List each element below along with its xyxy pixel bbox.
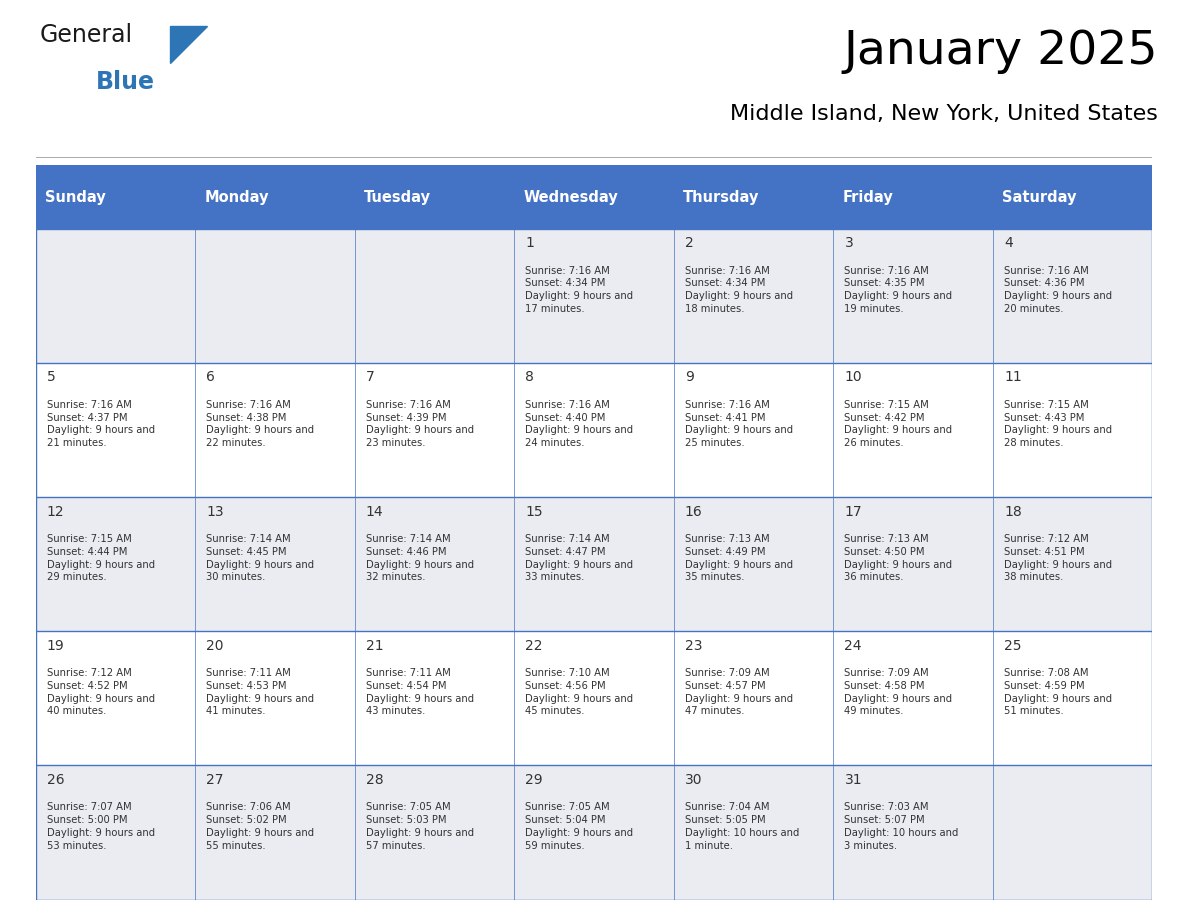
Bar bbox=[36, 632, 1152, 766]
Bar bbox=[514, 165, 674, 229]
Bar bbox=[993, 165, 1152, 229]
Text: Sunrise: 7:16 AM
Sunset: 4:37 PM
Daylight: 9 hours and
21 minutes.: Sunrise: 7:16 AM Sunset: 4:37 PM Dayligh… bbox=[46, 399, 154, 448]
Text: Sunrise: 7:16 AM
Sunset: 4:36 PM
Daylight: 9 hours and
20 minutes.: Sunrise: 7:16 AM Sunset: 4:36 PM Dayligh… bbox=[1004, 265, 1112, 314]
Text: 6: 6 bbox=[207, 370, 215, 385]
Text: 28: 28 bbox=[366, 773, 384, 787]
Text: 16: 16 bbox=[685, 505, 702, 519]
Text: 27: 27 bbox=[207, 773, 223, 787]
Text: Middle Island, New York, United States: Middle Island, New York, United States bbox=[731, 104, 1158, 124]
Text: Sunrise: 7:14 AM
Sunset: 4:45 PM
Daylight: 9 hours and
30 minutes.: Sunrise: 7:14 AM Sunset: 4:45 PM Dayligh… bbox=[207, 534, 315, 582]
Text: Sunrise: 7:13 AM
Sunset: 4:50 PM
Daylight: 9 hours and
36 minutes.: Sunrise: 7:13 AM Sunset: 4:50 PM Dayligh… bbox=[845, 534, 953, 582]
Text: 10: 10 bbox=[845, 370, 862, 385]
Text: 26: 26 bbox=[46, 773, 64, 787]
Text: Wednesday: Wednesday bbox=[524, 189, 619, 205]
Text: 23: 23 bbox=[685, 639, 702, 653]
Text: Sunrise: 7:08 AM
Sunset: 4:59 PM
Daylight: 9 hours and
51 minutes.: Sunrise: 7:08 AM Sunset: 4:59 PM Dayligh… bbox=[1004, 668, 1112, 716]
Text: Sunrise: 7:16 AM
Sunset: 4:39 PM
Daylight: 9 hours and
23 minutes.: Sunrise: 7:16 AM Sunset: 4:39 PM Dayligh… bbox=[366, 399, 474, 448]
Text: Sunrise: 7:14 AM
Sunset: 4:47 PM
Daylight: 9 hours and
33 minutes.: Sunrise: 7:14 AM Sunset: 4:47 PM Dayligh… bbox=[525, 534, 633, 582]
Text: 31: 31 bbox=[845, 773, 862, 787]
Text: Sunrise: 7:03 AM
Sunset: 5:07 PM
Daylight: 10 hours and
3 minutes.: Sunrise: 7:03 AM Sunset: 5:07 PM Dayligh… bbox=[845, 802, 959, 851]
Text: Sunrise: 7:13 AM
Sunset: 4:49 PM
Daylight: 9 hours and
35 minutes.: Sunrise: 7:13 AM Sunset: 4:49 PM Dayligh… bbox=[685, 534, 794, 582]
Text: January 2025: January 2025 bbox=[843, 29, 1158, 74]
Bar bbox=[36, 229, 1152, 363]
Text: 13: 13 bbox=[207, 505, 225, 519]
Text: Blue: Blue bbox=[95, 70, 154, 94]
Text: Thursday: Thursday bbox=[683, 189, 759, 205]
Text: 17: 17 bbox=[845, 505, 862, 519]
Text: Sunrise: 7:06 AM
Sunset: 5:02 PM
Daylight: 9 hours and
55 minutes.: Sunrise: 7:06 AM Sunset: 5:02 PM Dayligh… bbox=[207, 802, 315, 851]
Text: 2: 2 bbox=[685, 236, 694, 251]
Bar bbox=[833, 165, 993, 229]
Text: Sunrise: 7:16 AM
Sunset: 4:41 PM
Daylight: 9 hours and
25 minutes.: Sunrise: 7:16 AM Sunset: 4:41 PM Dayligh… bbox=[685, 399, 794, 448]
Text: Sunrise: 7:10 AM
Sunset: 4:56 PM
Daylight: 9 hours and
45 minutes.: Sunrise: 7:10 AM Sunset: 4:56 PM Dayligh… bbox=[525, 668, 633, 716]
Bar bbox=[674, 165, 833, 229]
Text: Sunrise: 7:16 AM
Sunset: 4:34 PM
Daylight: 9 hours and
17 minutes.: Sunrise: 7:16 AM Sunset: 4:34 PM Dayligh… bbox=[525, 265, 633, 314]
Text: 9: 9 bbox=[685, 370, 694, 385]
Text: Sunrise: 7:14 AM
Sunset: 4:46 PM
Daylight: 9 hours and
32 minutes.: Sunrise: 7:14 AM Sunset: 4:46 PM Dayligh… bbox=[366, 534, 474, 582]
Text: Sunrise: 7:15 AM
Sunset: 4:44 PM
Daylight: 9 hours and
29 minutes.: Sunrise: 7:15 AM Sunset: 4:44 PM Dayligh… bbox=[46, 534, 154, 582]
Text: Sunrise: 7:05 AM
Sunset: 5:04 PM
Daylight: 9 hours and
59 minutes.: Sunrise: 7:05 AM Sunset: 5:04 PM Dayligh… bbox=[525, 802, 633, 851]
Text: 25: 25 bbox=[1004, 639, 1022, 653]
Bar bbox=[36, 363, 1152, 498]
Text: 22: 22 bbox=[525, 639, 543, 653]
Text: 29: 29 bbox=[525, 773, 543, 787]
Polygon shape bbox=[170, 27, 207, 63]
Bar bbox=[355, 165, 514, 229]
Text: 24: 24 bbox=[845, 639, 862, 653]
Text: Sunrise: 7:16 AM
Sunset: 4:38 PM
Daylight: 9 hours and
22 minutes.: Sunrise: 7:16 AM Sunset: 4:38 PM Dayligh… bbox=[207, 399, 315, 448]
Text: 18: 18 bbox=[1004, 505, 1022, 519]
Text: Sunrise: 7:16 AM
Sunset: 4:34 PM
Daylight: 9 hours and
18 minutes.: Sunrise: 7:16 AM Sunset: 4:34 PM Dayligh… bbox=[685, 265, 794, 314]
Text: 30: 30 bbox=[685, 773, 702, 787]
Text: General: General bbox=[40, 23, 133, 47]
Text: 5: 5 bbox=[46, 370, 56, 385]
Text: Sunrise: 7:11 AM
Sunset: 4:54 PM
Daylight: 9 hours and
43 minutes.: Sunrise: 7:11 AM Sunset: 4:54 PM Dayligh… bbox=[366, 668, 474, 716]
Text: 20: 20 bbox=[207, 639, 223, 653]
Bar bbox=[36, 165, 1152, 229]
Text: Sunday: Sunday bbox=[45, 189, 106, 205]
Text: 11: 11 bbox=[1004, 370, 1022, 385]
Text: 8: 8 bbox=[525, 370, 535, 385]
Text: 19: 19 bbox=[46, 639, 64, 653]
Text: Sunrise: 7:07 AM
Sunset: 5:00 PM
Daylight: 9 hours and
53 minutes.: Sunrise: 7:07 AM Sunset: 5:00 PM Dayligh… bbox=[46, 802, 154, 851]
Text: 21: 21 bbox=[366, 639, 384, 653]
Text: Sunrise: 7:04 AM
Sunset: 5:05 PM
Daylight: 10 hours and
1 minute.: Sunrise: 7:04 AM Sunset: 5:05 PM Dayligh… bbox=[685, 802, 800, 851]
Text: 12: 12 bbox=[46, 505, 64, 519]
Text: Sunrise: 7:16 AM
Sunset: 4:35 PM
Daylight: 9 hours and
19 minutes.: Sunrise: 7:16 AM Sunset: 4:35 PM Dayligh… bbox=[845, 265, 953, 314]
Text: Saturday: Saturday bbox=[1003, 189, 1076, 205]
Text: 1: 1 bbox=[525, 236, 535, 251]
Text: 7: 7 bbox=[366, 370, 374, 385]
Text: Sunrise: 7:12 AM
Sunset: 4:52 PM
Daylight: 9 hours and
40 minutes.: Sunrise: 7:12 AM Sunset: 4:52 PM Dayligh… bbox=[46, 668, 154, 716]
Text: 14: 14 bbox=[366, 505, 384, 519]
Text: Sunrise: 7:15 AM
Sunset: 4:43 PM
Daylight: 9 hours and
28 minutes.: Sunrise: 7:15 AM Sunset: 4:43 PM Dayligh… bbox=[1004, 399, 1112, 448]
Text: Sunrise: 7:16 AM
Sunset: 4:40 PM
Daylight: 9 hours and
24 minutes.: Sunrise: 7:16 AM Sunset: 4:40 PM Dayligh… bbox=[525, 399, 633, 448]
Text: Friday: Friday bbox=[842, 189, 893, 205]
Bar bbox=[195, 165, 355, 229]
Text: Sunrise: 7:11 AM
Sunset: 4:53 PM
Daylight: 9 hours and
41 minutes.: Sunrise: 7:11 AM Sunset: 4:53 PM Dayligh… bbox=[207, 668, 315, 716]
Text: Tuesday: Tuesday bbox=[365, 189, 431, 205]
Bar bbox=[36, 766, 1152, 900]
Bar bbox=[36, 498, 1152, 632]
Text: Sunrise: 7:12 AM
Sunset: 4:51 PM
Daylight: 9 hours and
38 minutes.: Sunrise: 7:12 AM Sunset: 4:51 PM Dayligh… bbox=[1004, 534, 1112, 582]
Text: 3: 3 bbox=[845, 236, 853, 251]
Text: 15: 15 bbox=[525, 505, 543, 519]
Text: Sunrise: 7:09 AM
Sunset: 4:58 PM
Daylight: 9 hours and
49 minutes.: Sunrise: 7:09 AM Sunset: 4:58 PM Dayligh… bbox=[845, 668, 953, 716]
Text: Sunrise: 7:15 AM
Sunset: 4:42 PM
Daylight: 9 hours and
26 minutes.: Sunrise: 7:15 AM Sunset: 4:42 PM Dayligh… bbox=[845, 399, 953, 448]
Text: Sunrise: 7:09 AM
Sunset: 4:57 PM
Daylight: 9 hours and
47 minutes.: Sunrise: 7:09 AM Sunset: 4:57 PM Dayligh… bbox=[685, 668, 794, 716]
Text: Monday: Monday bbox=[204, 189, 270, 205]
Text: Sunrise: 7:05 AM
Sunset: 5:03 PM
Daylight: 9 hours and
57 minutes.: Sunrise: 7:05 AM Sunset: 5:03 PM Dayligh… bbox=[366, 802, 474, 851]
Bar bbox=[36, 165, 195, 229]
Text: 4: 4 bbox=[1004, 236, 1012, 251]
